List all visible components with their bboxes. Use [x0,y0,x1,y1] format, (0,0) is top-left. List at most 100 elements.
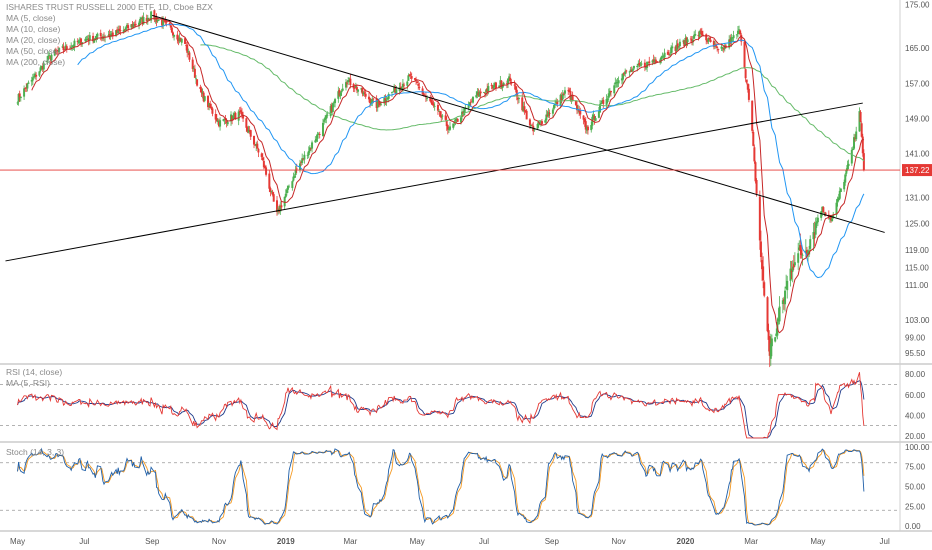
candle [324,115,327,123]
candle [178,33,181,44]
candle-body [99,32,102,37]
candle-body [478,91,481,97]
candle [639,61,642,67]
candle-body [766,297,769,332]
candle [615,79,618,88]
candle-body [853,137,856,149]
candle-body [582,115,585,120]
candle-body [861,136,864,154]
candle [454,118,457,126]
legend-ma5[interactable]: MA (5, close) [6,13,56,23]
candle-body [551,109,554,114]
candle-body [800,249,803,256]
candle [426,95,429,102]
candle-body [494,82,497,89]
candle-body [303,154,306,160]
candle-body [467,104,470,109]
candle [41,63,44,73]
legend-rsi[interactable]: RSI (14, close) [6,367,63,377]
candle [831,215,834,222]
candle [666,49,669,55]
candle [861,133,864,157]
candle [387,92,390,103]
candle [730,33,733,47]
candle-body [631,69,634,71]
candle [716,45,719,52]
candle-body [835,202,838,215]
candle-body [132,24,135,29]
candle [331,102,334,115]
candle [338,88,341,97]
candle [58,47,61,53]
candle [800,244,803,259]
candle-body [791,266,794,272]
candle [375,95,378,112]
candle-body [436,104,439,111]
candle-body [430,100,433,104]
candle [553,104,556,111]
candle-body [789,268,792,281]
candle-body [660,56,663,60]
candle [393,83,396,92]
candle [355,84,358,94]
candle [571,91,574,102]
candle-body [606,98,609,100]
candle [256,140,259,149]
ma10-line [31,17,865,334]
candle-body [851,148,854,151]
candle-body [744,69,747,79]
candle-body [831,218,834,222]
candle [115,30,118,38]
candle-body [156,20,159,22]
x-tick-label: 2020 [677,537,695,546]
candle-body [111,32,114,37]
candle-body [73,40,76,47]
legend-rsi-ma[interactable]: MA (5, RSI) [6,378,50,388]
candle [119,25,122,36]
candle-body [676,43,679,48]
candle-body [295,168,298,170]
candle [591,113,594,129]
candle [96,32,99,41]
candle [202,90,205,103]
candle [138,20,141,30]
legend-ma50[interactable]: MA (50, close) [6,46,61,56]
candle [329,103,332,119]
candle-body [367,96,370,100]
candle [652,54,655,64]
legend-ma200[interactable]: MA (200, close) [6,57,66,67]
candle [139,16,142,25]
candle-body [769,343,772,359]
candle-body [256,143,259,149]
candle [699,28,702,35]
candle-body [185,45,188,47]
candle [537,120,540,128]
candle-body [210,106,213,109]
candle [502,81,505,87]
candle-body [513,84,516,86]
candle [754,160,757,184]
candle-body [461,111,464,117]
candle [108,29,111,40]
candle-body [616,81,619,84]
candle-body [862,153,865,171]
candle [230,111,233,126]
candle [49,55,52,64]
candle [446,124,449,135]
candle-body [525,110,528,120]
rsi-tick-label: 40.00 [905,411,926,420]
legend-ma10[interactable]: MA (10, close) [6,24,61,34]
candle-body [242,114,245,119]
candle-body [728,39,731,48]
candle-body [55,50,58,52]
candle [99,29,102,41]
candle [701,30,704,36]
legend-ma20[interactable]: MA (20, close) [6,35,61,45]
candle [378,101,381,108]
candle-body [87,38,90,41]
candle [185,41,188,51]
candle [25,83,28,92]
legend-stoch[interactable]: Stoch (14, 3, 3) [6,447,65,457]
candle-body [854,138,857,139]
